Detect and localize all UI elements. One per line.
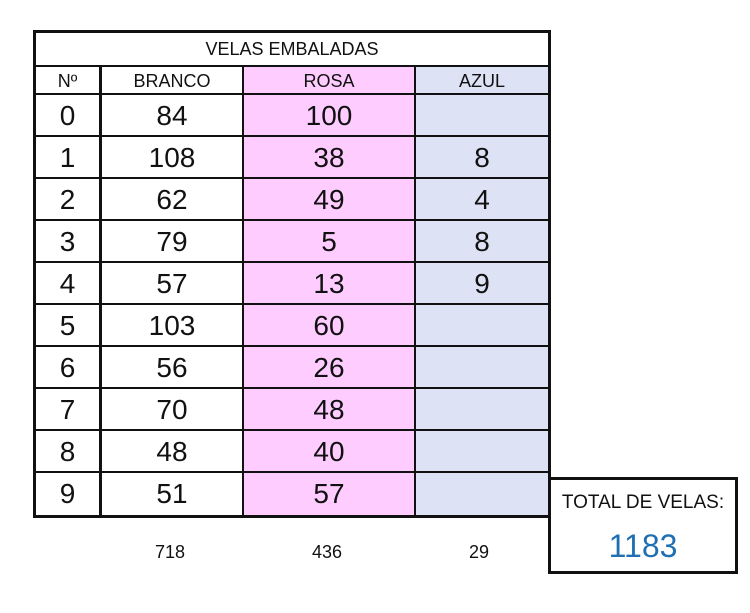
cell-rosa: 60 <box>244 305 416 347</box>
header-no: Nº <box>36 67 102 95</box>
column-totals-row: 718 436 29 <box>33 537 551 567</box>
cell-no: 5 <box>36 305 102 347</box>
table-grid: Nº BRANCO ROSA AZUL 0 84 100 1 108 38 8 2 62 49 4 3… <box>36 67 548 515</box>
cell-branco: 56 <box>102 347 244 389</box>
grand-total-box: TOTAL DE VELAS: 1183 <box>548 477 738 574</box>
cell-azul: 9 <box>416 263 548 305</box>
velas-table: VELAS EMBALADAS Nº BRANCO ROSA AZUL 0 84 1… <box>33 30 551 518</box>
cell-azul <box>416 305 548 347</box>
total-branco: 718 <box>154 542 186 562</box>
total-rosa: 436 <box>311 542 343 562</box>
cell-branco: 108 <box>102 137 244 179</box>
cell-azul: 8 <box>416 221 548 263</box>
cell-rosa: 26 <box>244 347 416 389</box>
cell-rosa: 5 <box>244 221 416 263</box>
cell-rosa: 38 <box>244 137 416 179</box>
cell-branco: 84 <box>102 95 244 137</box>
cell-azul: 4 <box>416 179 548 221</box>
total-azul: 29 <box>468 542 490 562</box>
cell-azul: 8 <box>416 137 548 179</box>
header-azul: AZUL <box>416 67 548 95</box>
cell-rosa: 100 <box>244 95 416 137</box>
totals-spacer <box>33 537 99 567</box>
cell-azul <box>416 95 548 137</box>
cell-rosa: 40 <box>244 431 416 473</box>
header-branco: BRANCO <box>102 67 244 95</box>
cell-no: 7 <box>36 389 102 431</box>
cell-rosa: 13 <box>244 263 416 305</box>
cell-no: 4 <box>36 263 102 305</box>
cell-azul <box>416 347 548 389</box>
cell-azul <box>416 473 548 515</box>
cell-azul <box>416 389 548 431</box>
cell-branco: 48 <box>102 431 244 473</box>
cell-branco: 79 <box>102 221 244 263</box>
cell-branco: 51 <box>102 473 244 515</box>
header-rosa: ROSA <box>244 67 416 95</box>
cell-rosa: 48 <box>244 389 416 431</box>
cell-rosa: 49 <box>244 179 416 221</box>
cell-no: 2 <box>36 179 102 221</box>
cell-no: 1 <box>36 137 102 179</box>
cell-no: 0 <box>36 95 102 137</box>
cell-branco: 103 <box>102 305 244 347</box>
cell-branco: 62 <box>102 179 244 221</box>
grand-total-label: TOTAL DE VELAS: <box>561 492 725 513</box>
cell-no: 9 <box>36 473 102 515</box>
cell-azul <box>416 431 548 473</box>
cell-rosa: 57 <box>244 473 416 515</box>
cell-no: 8 <box>36 431 102 473</box>
cell-no: 3 <box>36 221 102 263</box>
table-title: VELAS EMBALADAS <box>36 33 548 67</box>
grand-total-value: 1183 <box>608 528 678 564</box>
cell-no: 6 <box>36 347 102 389</box>
cell-branco: 70 <box>102 389 244 431</box>
cell-branco: 57 <box>102 263 244 305</box>
